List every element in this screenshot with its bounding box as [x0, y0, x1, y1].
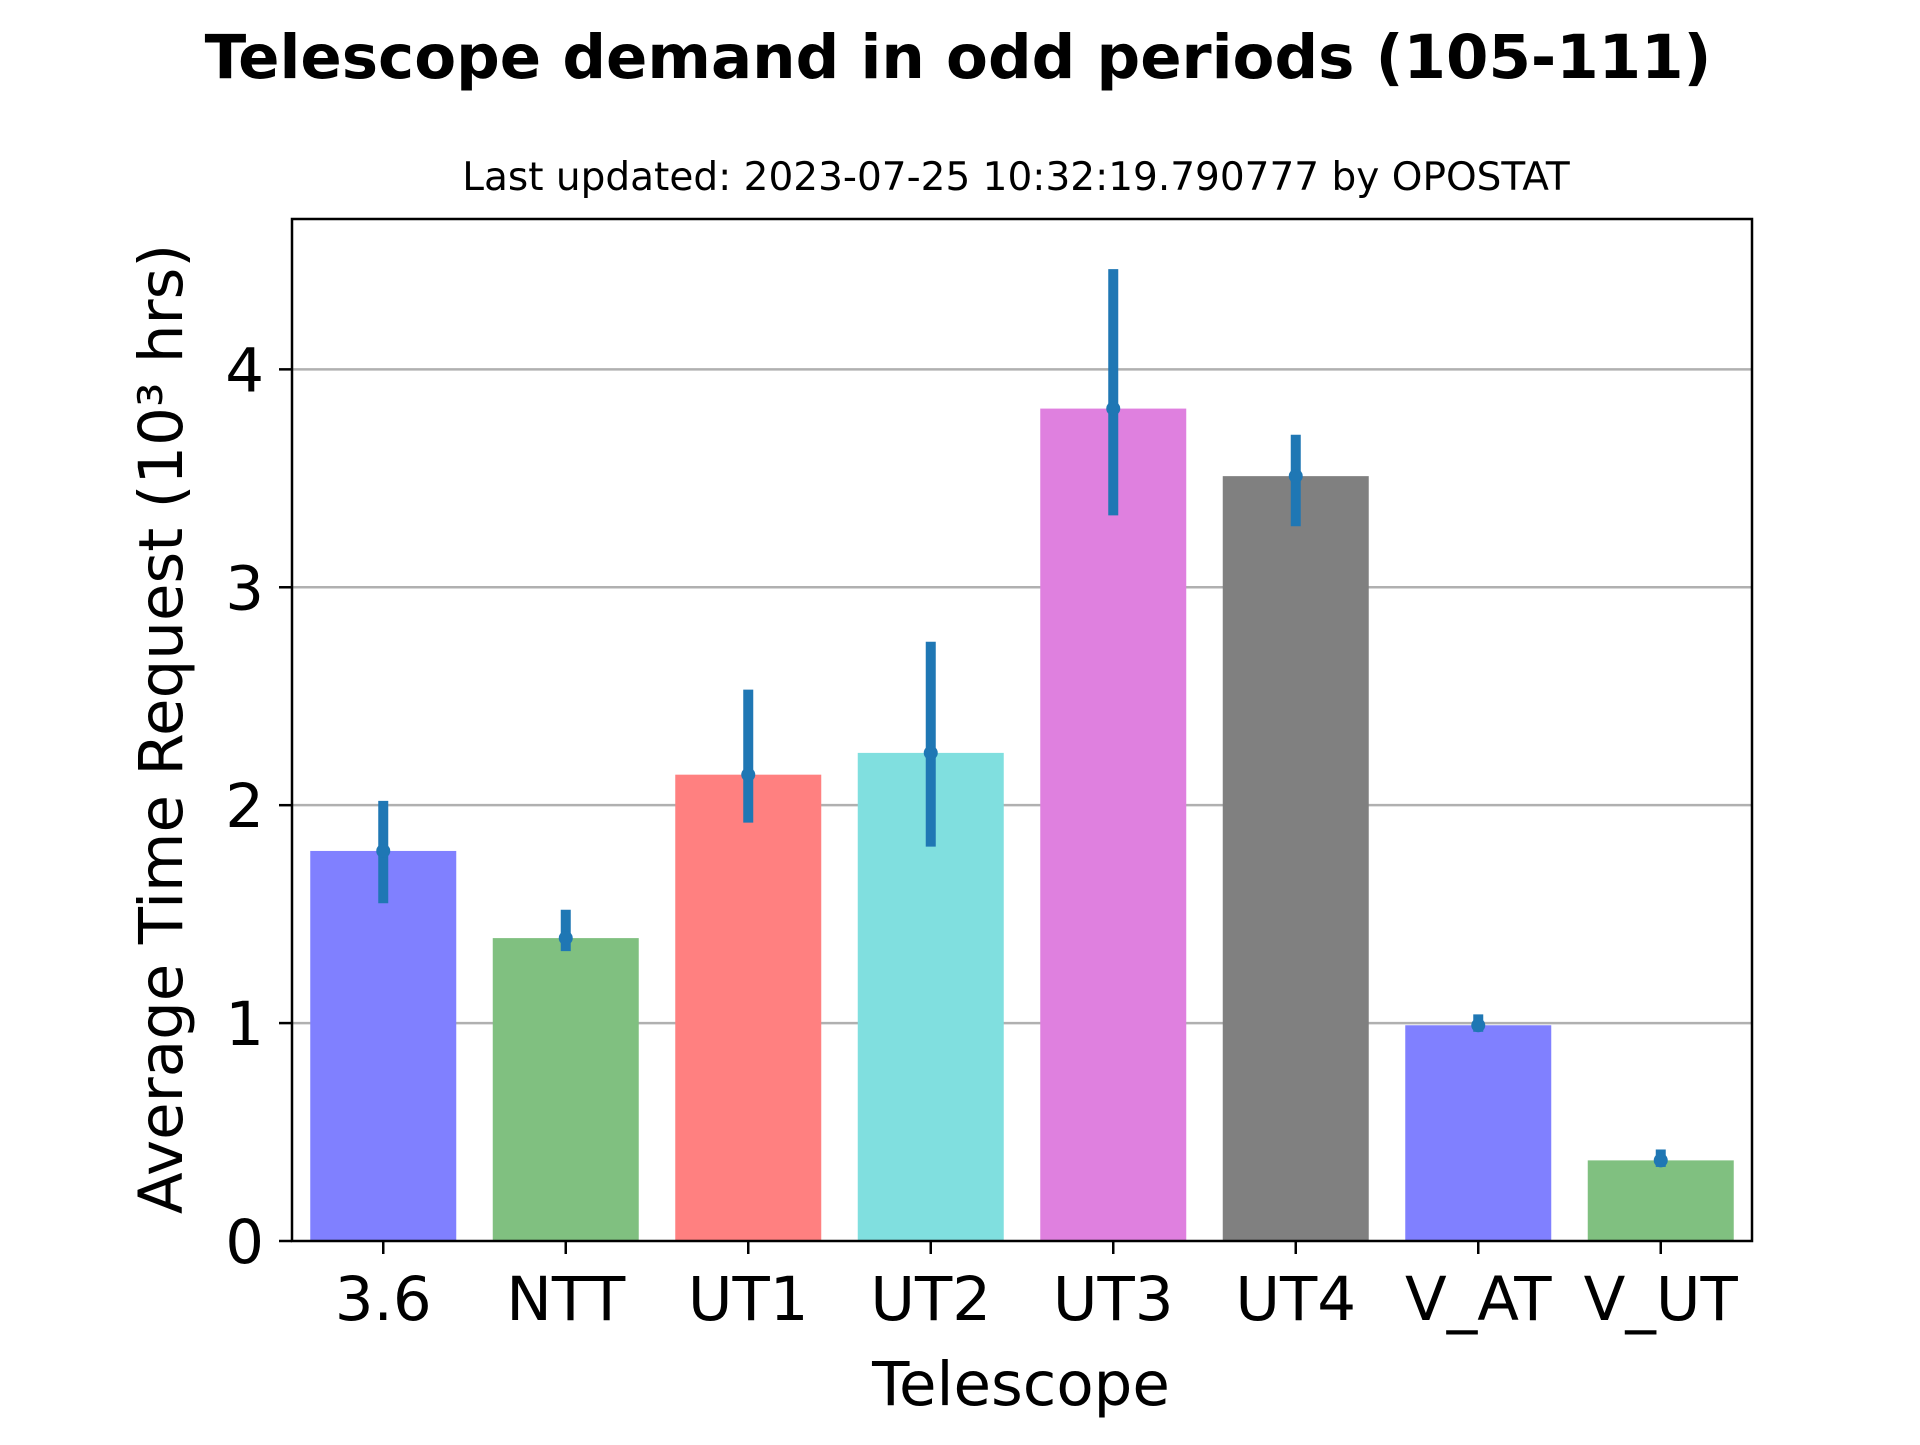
x-axis-label: Telescope	[871, 1349, 1170, 1420]
x-tick-label: UT4	[1235, 1264, 1356, 1335]
bar	[1405, 1025, 1552, 1241]
mean-point	[1471, 1018, 1486, 1033]
y-tick-label: 1	[225, 989, 264, 1060]
y-axis-ticks: 0 1 2 3 4	[225, 335, 292, 1278]
bar	[675, 774, 822, 1241]
x-tick-label: NTT	[506, 1264, 626, 1335]
plot-frame	[290, 217, 1754, 1243]
chart-title: Telescope demand in odd periods (105-111…	[205, 22, 1712, 93]
y-tick-label: 0	[225, 1207, 264, 1278]
mean-point	[741, 767, 756, 782]
bars	[310, 408, 1734, 1241]
x-tick-label: 3.6	[335, 1264, 432, 1335]
x-tick-label: V_AT	[1405, 1264, 1552, 1335]
mean-point	[1288, 469, 1303, 484]
bar	[1040, 408, 1187, 1241]
x-tick-label: UT1	[688, 1264, 809, 1335]
y-tick-label: 4	[225, 335, 264, 406]
chart-subtitle: Last updated: 2023-07-25 10:32:19.790777…	[462, 155, 1570, 200]
x-tick-label: UT3	[1053, 1264, 1174, 1335]
bar	[1222, 476, 1369, 1241]
x-axis-ticks: 3.6 NTT UT1 UT2 UT3 UT4 V_AT V_UT	[335, 1241, 1739, 1335]
mean-point	[1106, 401, 1121, 416]
x-tick-label: V_UT	[1584, 1264, 1739, 1335]
y-tick-label: 2	[225, 771, 264, 842]
mean-point	[923, 745, 938, 760]
bar	[1587, 1160, 1734, 1241]
bar	[310, 850, 457, 1241]
y-tick-label: 3	[225, 553, 264, 624]
x-tick-label: UT2	[870, 1264, 991, 1335]
bar	[492, 938, 639, 1241]
error-bars	[376, 269, 1668, 1168]
mean-point	[1653, 1153, 1668, 1168]
mean-point	[376, 843, 391, 858]
mean-point	[558, 931, 573, 946]
y-axis-label: Average Time Request (10³ hrs)	[126, 244, 197, 1214]
